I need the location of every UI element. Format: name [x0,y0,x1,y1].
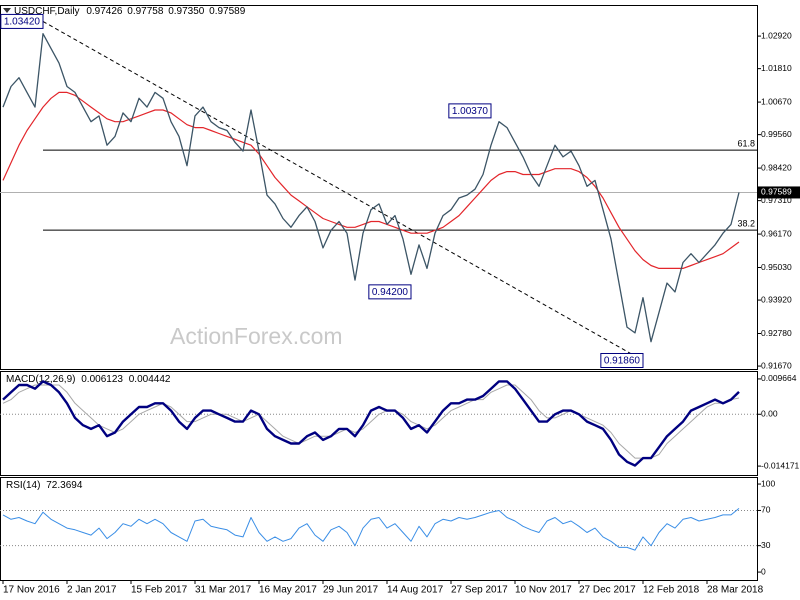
series-line [2,384,740,459]
y-tick-label: 30 [761,540,771,550]
annotation-box [0,13,44,29]
macd-title: MACD(12,26,9) [6,374,75,385]
y-tick-label: 0.95030 [761,262,792,272]
macd-value: 0.006123 [81,374,123,385]
quote-open: 0.97426 [86,6,123,17]
macd-header: MACD(12,26,9) 0.006123 0.004442 [6,374,171,385]
rsi-value: 72.3694 [46,480,83,491]
series-line [2,91,740,269]
x-tick-label: 12 Feb 2018 [643,585,700,596]
rsi-header: RSI(14) 72.3694 [6,480,83,491]
rsi-title: RSI(14) [6,480,40,491]
y-tick-label: 100 [761,478,775,488]
signal-value: 0.004442 [129,374,171,385]
y-tick-label: 0 [761,566,766,576]
y-tick-label: 1.00670 [761,96,792,106]
annotation-box [600,352,644,368]
last-price-box [757,186,800,199]
x-tick-label: 28 Mar 2018 [707,585,764,596]
x-tick-label: 27 Dec 2017 [579,585,636,596]
x-tick-label: 27 Sep 2017 [451,585,508,596]
annotation-label: 0.91860 [604,356,641,367]
quote-low: 0.97350 [168,6,205,17]
series-line [2,380,740,467]
annotation-label: 0.94200 [372,287,409,298]
y-tick-label: 0.93920 [761,294,792,304]
y-tick-label: 0.009664 [761,373,797,383]
y-tick-label: 1.01810 [761,63,792,73]
x-tick-label: 31 Mar 2017 [195,585,252,596]
x-tick-label: 16 May 2017 [259,585,317,596]
menu-icon [3,8,11,13]
annotation-label: 1.03420 [4,17,41,28]
y-tick-label: 70 [761,505,771,515]
x-tick-label: 17 Nov 2016 [3,585,60,596]
last-price-label: 0.97589 [761,187,792,197]
annotation-box [448,103,492,119]
x-tick-label: 29 Jun 2017 [323,585,378,596]
y-tick-label: 0.96170 [761,228,792,238]
x-tick-label: 14 Aug 2017 [387,585,444,596]
series-line [2,508,740,551]
x-tick-label: 2 Jan 2017 [67,585,117,596]
y-tick-label: 1.02920 [761,30,792,40]
panel-frame [0,477,758,581]
y-tick-label: 0.98420 [761,162,792,172]
price-header: USDCHF,Daily 0.97426 0.97758 0.97350 0.9… [14,6,246,17]
x-tick-label: 15 Feb 2017 [131,585,188,596]
quote-high: 0.97758 [127,6,164,17]
symbol: USDCHF,Daily [14,6,80,17]
watermark: ActionForex.com [170,323,343,349]
series-line [2,33,740,343]
panel-frame [0,371,758,476]
fib-label: 38.2 [737,218,755,228]
y-tick-label: 0.99560 [761,129,792,139]
fib-label: 61.8 [737,138,755,148]
quote-close: 0.97589 [209,6,246,17]
y-tick-label: 0.92780 [761,328,792,338]
price-annotation: 0.91860 [600,352,644,368]
price-annotation: 1.00370 [448,103,492,119]
annotation-label: 1.00370 [452,106,489,117]
y-tick-label: 0.00 [761,409,778,419]
y-tick-label: 0.97310 [761,195,792,205]
x-tick-label: 10 Nov 2017 [515,585,572,596]
trend-line [42,20,644,361]
price-annotation: 0.94200 [368,284,412,300]
annotation-box [368,284,412,300]
price-annotation: 1.03420 [0,13,44,29]
y-tick-label: 0.91670 [761,360,792,370]
y-tick-label: -0.014171 [761,460,800,470]
